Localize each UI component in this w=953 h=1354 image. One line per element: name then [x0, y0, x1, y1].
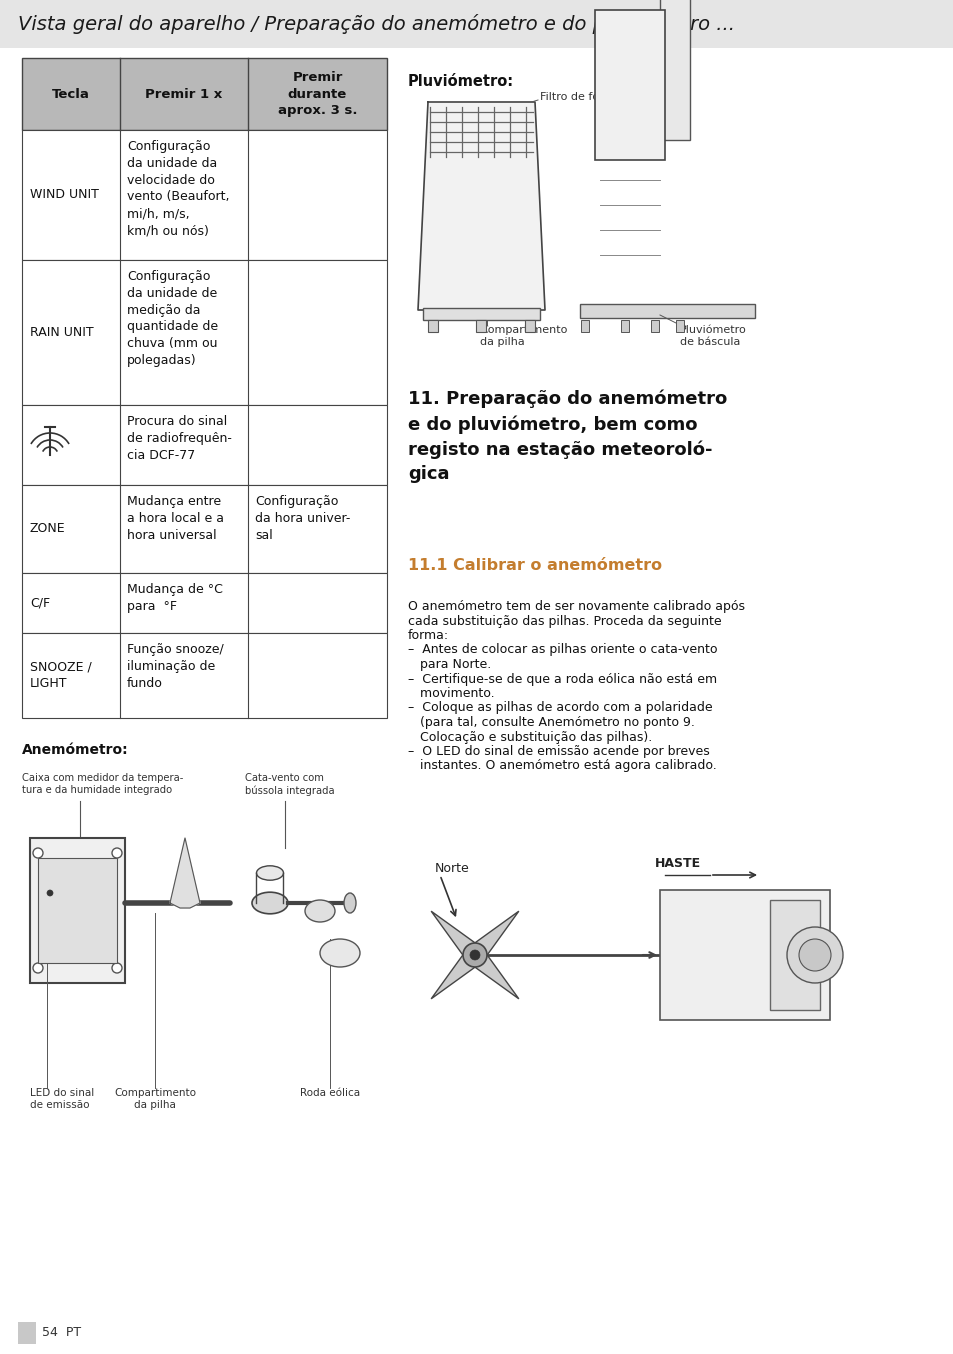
Circle shape: [47, 890, 53, 896]
Text: Vista geral do aparelho / Preparação do anemómetro e do pluviómetro ...: Vista geral do aparelho / Preparação do …: [18, 14, 734, 34]
Bar: [22, 485, 387, 573]
Ellipse shape: [344, 894, 355, 913]
Ellipse shape: [305, 900, 335, 922]
Text: 11. Preparação do anemómetro
e do pluviómetro, bem como
registo na estação meteo: 11. Preparação do anemómetro e do pluvió…: [408, 390, 726, 483]
Bar: [659, 890, 829, 1020]
Bar: [22, 573, 387, 634]
Text: –  Antes de colocar as pilhas oriente o cata-vento: – Antes de colocar as pilhas oriente o c…: [408, 643, 717, 657]
Bar: [22, 260, 387, 405]
Bar: [0, 0, 953, 47]
Text: Pluviómetro
de báscula: Pluviómetro de báscula: [679, 325, 746, 348]
Circle shape: [799, 940, 830, 971]
Text: cada substituição das pilhas. Proceda da seguinte: cada substituição das pilhas. Proceda da…: [408, 615, 720, 627]
Polygon shape: [417, 102, 544, 310]
Text: Configuração
da hora univer-
sal: Configuração da hora univer- sal: [254, 496, 350, 542]
Bar: [579, 305, 754, 318]
Circle shape: [33, 848, 43, 858]
Text: forma:: forma:: [408, 630, 449, 642]
Bar: [18, 1322, 36, 1345]
Text: Pluviómetro:: Pluviómetro:: [408, 74, 514, 89]
Text: 54  PT: 54 PT: [42, 1327, 81, 1339]
Text: (para tal, consulte Anemómetro no ponto 9.: (para tal, consulte Anemómetro no ponto …: [408, 716, 694, 728]
Polygon shape: [467, 948, 518, 999]
Text: Configuração
da unidade da
velocidade do
vento (Beaufort,
mi/h, m/s,
km/h ou nós: Configuração da unidade da velocidade do…: [127, 139, 230, 237]
Text: Filtro de folhas: Filtro de folhas: [539, 92, 621, 102]
Polygon shape: [431, 948, 481, 999]
Bar: [659, 0, 689, 139]
Ellipse shape: [252, 892, 288, 914]
Text: Norte: Norte: [435, 862, 469, 875]
Text: Premir
durante
aprox. 3 s.: Premir durante aprox. 3 s.: [277, 70, 356, 116]
Polygon shape: [467, 911, 518, 963]
Bar: [22, 130, 387, 260]
Bar: [422, 307, 539, 320]
Bar: [595, 9, 664, 160]
Text: Configuração
da unidade de
medição da
quantidade de
chuva (mm ou
polegadas): Configuração da unidade de medição da qu…: [127, 269, 218, 367]
Text: Caixa com medidor da tempera-
tura e da humidade integrado: Caixa com medidor da tempera- tura e da …: [22, 773, 183, 795]
Bar: [476, 320, 485, 332]
Text: –  Coloque as pilhas de acordo com a polaridade: – Coloque as pilhas de acordo com a pola…: [408, 701, 712, 715]
Text: instantes. O anemómetro está agora calibrado.: instantes. O anemómetro está agora calib…: [408, 760, 716, 773]
Text: C/F: C/F: [30, 597, 51, 609]
Circle shape: [112, 848, 122, 858]
Text: O anemómetro tem de ser novamente calibrado após: O anemómetro tem de ser novamente calibr…: [408, 600, 744, 613]
Bar: [580, 320, 588, 332]
Text: 11.1 Calibrar o anemómetro: 11.1 Calibrar o anemómetro: [408, 558, 661, 573]
Text: movimento.: movimento.: [408, 686, 494, 700]
Bar: [428, 320, 437, 332]
Text: para Norte.: para Norte.: [408, 658, 491, 672]
Text: –  Certifique-se de que a roda eólica não está em: – Certifique-se de que a roda eólica não…: [408, 673, 717, 685]
Bar: [30, 838, 125, 983]
Ellipse shape: [319, 940, 359, 967]
Text: Colocação e substituição das pilhas).: Colocação e substituição das pilhas).: [408, 731, 652, 743]
Text: Procura do sinal
de radiofrequên-
cia DCF-77: Procura do sinal de radiofrequên- cia DC…: [127, 414, 232, 462]
Bar: [769, 900, 820, 1010]
Text: Tecla: Tecla: [52, 88, 90, 100]
Text: Cata-vento com
bússola integrada: Cata-vento com bússola integrada: [245, 773, 335, 796]
Text: LED do sinal
de emissão: LED do sinal de emissão: [30, 1089, 94, 1110]
Text: Mudança entre
a hora local e a
hora universal: Mudança entre a hora local e a hora univ…: [127, 496, 224, 542]
Text: Mudança de °C
para  °F: Mudança de °C para °F: [127, 584, 223, 613]
Bar: [22, 58, 387, 130]
Polygon shape: [170, 838, 200, 909]
Text: Anemómetro:: Anemómetro:: [22, 743, 129, 757]
Text: Compartimento
da pilha: Compartimento da pilha: [113, 1089, 195, 1110]
Bar: [22, 634, 387, 718]
Bar: [620, 320, 628, 332]
Text: Compartimento
da pilha: Compartimento da pilha: [479, 325, 567, 348]
Circle shape: [470, 951, 479, 960]
Text: WIND UNIT: WIND UNIT: [30, 188, 99, 202]
Bar: [676, 320, 683, 332]
Circle shape: [786, 927, 842, 983]
Text: Roda eólica: Roda eólica: [299, 1089, 359, 1098]
Text: Premir 1 x: Premir 1 x: [145, 88, 222, 100]
Bar: [38, 858, 117, 963]
Bar: [524, 320, 535, 332]
Text: RAIN UNIT: RAIN UNIT: [30, 326, 93, 338]
Circle shape: [112, 963, 122, 974]
Circle shape: [33, 963, 43, 974]
Bar: [650, 320, 659, 332]
Text: SNOOZE /
LIGHT: SNOOZE / LIGHT: [30, 661, 91, 691]
Text: HASTE: HASTE: [655, 857, 700, 871]
Text: –  O LED do sinal de emissão acende por breves: – O LED do sinal de emissão acende por b…: [408, 745, 709, 758]
Polygon shape: [431, 911, 481, 963]
Text: Função snooze/
iluminação de
fundo: Função snooze/ iluminação de fundo: [127, 643, 224, 689]
Ellipse shape: [256, 865, 283, 880]
Text: ZONE: ZONE: [30, 523, 66, 535]
Circle shape: [462, 942, 486, 967]
Bar: [22, 405, 387, 485]
